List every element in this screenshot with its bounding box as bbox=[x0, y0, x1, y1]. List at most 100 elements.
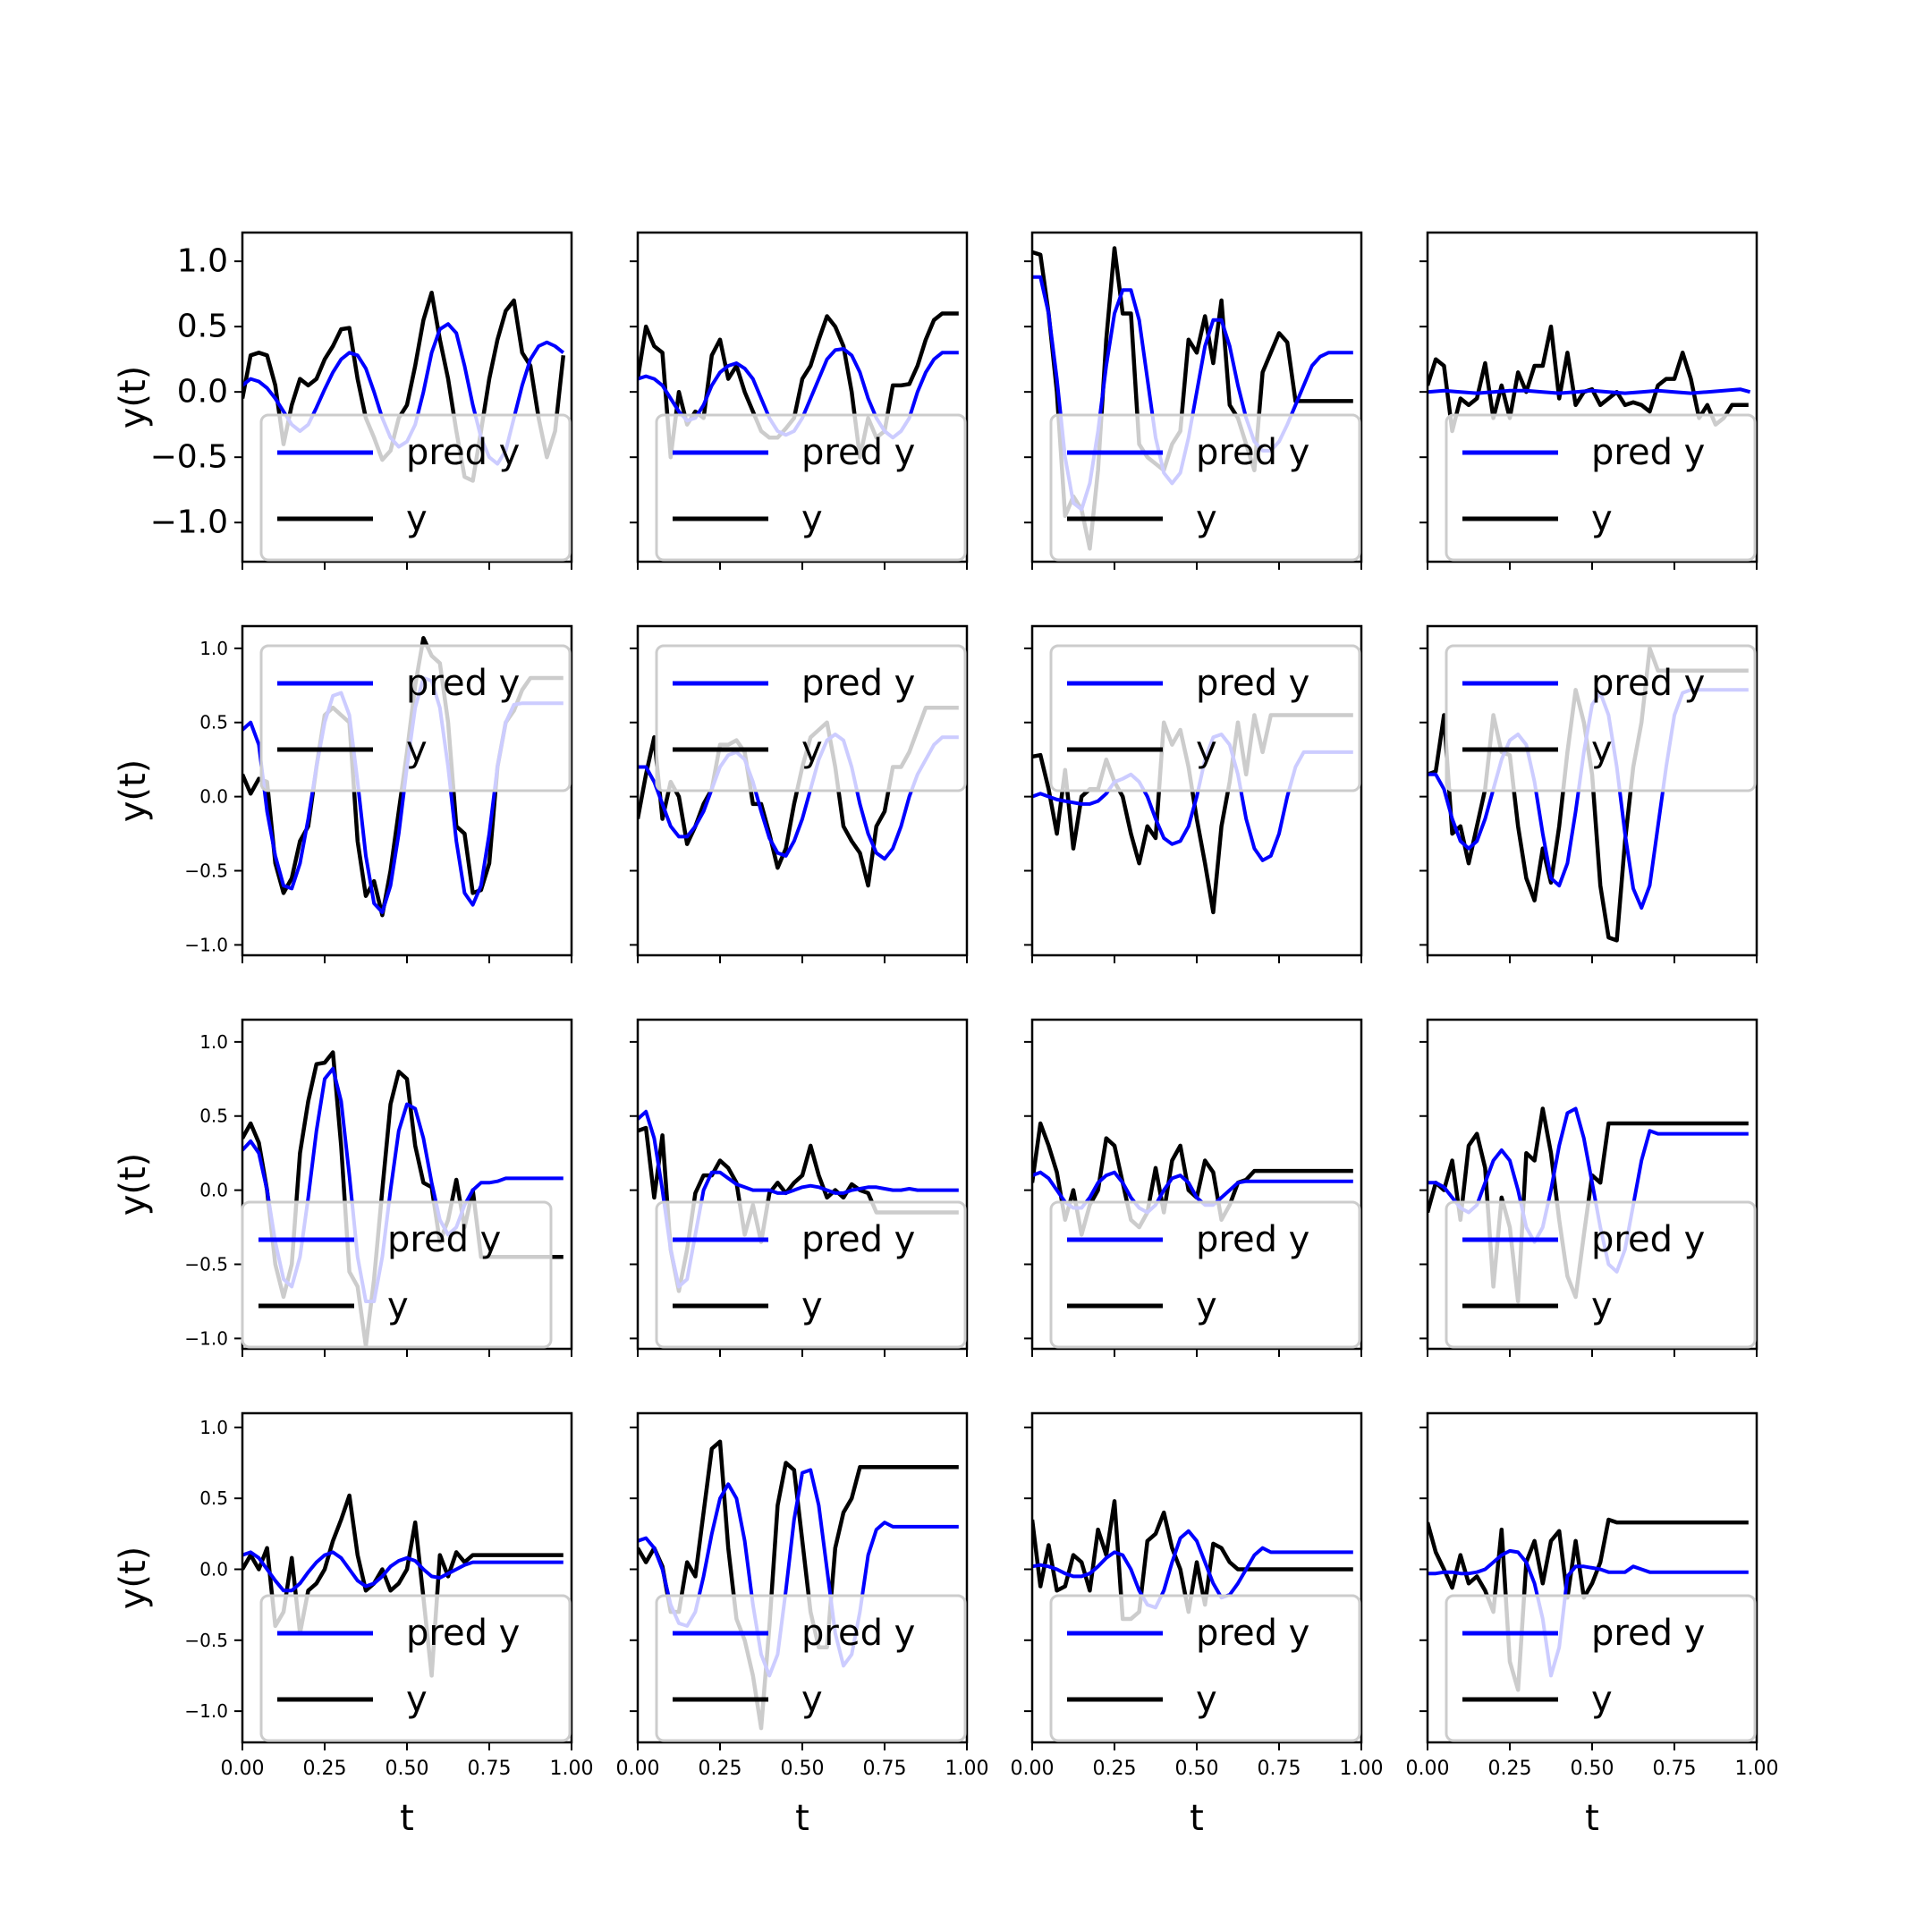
y-axis-label: y(t) bbox=[113, 1546, 154, 1610]
series-pred-y-line bbox=[1032, 1529, 1353, 1610]
y-axis-label: y(t) bbox=[113, 759, 154, 823]
axes-frame bbox=[1426, 624, 1758, 957]
axes-frame bbox=[1426, 1018, 1758, 1351]
x-axis-label: t bbox=[400, 1798, 414, 1839]
y-tick-label: 0.5 bbox=[199, 712, 228, 733]
y-tick-label: 0.5 bbox=[199, 1106, 228, 1127]
subplot-8: pred y y bbox=[1419, 624, 1758, 963]
legend: pred y y bbox=[655, 1200, 967, 1349]
axes-frame bbox=[636, 1018, 969, 1351]
legend: pred y y bbox=[259, 413, 572, 562]
plot-lines bbox=[1428, 324, 1751, 434]
series-y-line bbox=[1428, 1517, 1749, 1692]
legend-label: y bbox=[1196, 729, 1217, 770]
legend-label: pred y bbox=[1196, 432, 1309, 473]
legend-label: pred y bbox=[801, 432, 915, 473]
subplot-1: −1.0 −0.5 0.0 0.5 1.0 pred y y y(t) bbox=[113, 231, 573, 570]
legend-label: y bbox=[801, 1679, 823, 1720]
plot-lines bbox=[1428, 1517, 1749, 1692]
y-axis-label: y(t) bbox=[113, 1153, 154, 1216]
legend: pred y y bbox=[655, 413, 967, 562]
axes-frame bbox=[1030, 231, 1363, 564]
subplot-6: pred y y bbox=[630, 624, 969, 963]
x-tick-label: 0.50 bbox=[386, 1758, 429, 1780]
x-tick-label: 0.25 bbox=[699, 1758, 742, 1780]
x-axis-label: t bbox=[795, 1798, 809, 1839]
legend: pred y y bbox=[1049, 1594, 1361, 1742]
series-y-line bbox=[242, 290, 566, 483]
axes-frame bbox=[1030, 1411, 1363, 1744]
x-tick-label: 1.00 bbox=[1340, 1758, 1384, 1780]
y-tick-label: −1.0 bbox=[184, 1700, 228, 1722]
y-tick-label: 1.0 bbox=[199, 1417, 228, 1438]
subplot-5: −1.0 −0.5 0.0 0.5 1.0 pred y y y(t) bbox=[113, 624, 573, 963]
legend-label: pred y bbox=[1591, 663, 1705, 704]
axes-frame bbox=[1030, 1018, 1363, 1351]
y-tick-label: −0.5 bbox=[150, 439, 228, 476]
series-pred-y-line bbox=[242, 1550, 564, 1593]
axes-frame bbox=[241, 231, 573, 564]
x-tick-label: 0.25 bbox=[1093, 1758, 1137, 1780]
axes-frame bbox=[241, 1018, 573, 1351]
x-axis-label: t bbox=[1585, 1798, 1599, 1839]
legend-label: y bbox=[387, 1285, 409, 1326]
subplot-9: −1.0 −0.5 0.0 0.5 1.0 pred y y y(t) bbox=[113, 1018, 573, 1357]
legend-label: pred y bbox=[1196, 663, 1309, 704]
legend-label: y bbox=[1196, 1285, 1217, 1326]
subplot-3: pred y y bbox=[1024, 231, 1363, 570]
subplot-4: pred y y bbox=[1419, 231, 1758, 570]
legend: pred y y bbox=[241, 1200, 553, 1349]
legend-label: pred y bbox=[801, 1613, 915, 1654]
subplot-11: pred y y bbox=[1024, 1018, 1363, 1357]
axes-frame bbox=[636, 624, 969, 957]
y-tick-label: 1.0 bbox=[199, 638, 228, 659]
subplot-2: pred y y bbox=[630, 231, 969, 570]
legend: pred y y bbox=[1445, 644, 1757, 792]
legend: pred y y bbox=[655, 644, 967, 792]
axes-frame bbox=[636, 231, 969, 564]
legend: pred y y bbox=[1049, 413, 1361, 562]
x-tick-label: 1.00 bbox=[550, 1758, 594, 1780]
x-tick-label: 0.50 bbox=[1175, 1758, 1219, 1780]
legend: pred y y bbox=[1049, 1200, 1361, 1349]
x-tick-label: 0.75 bbox=[863, 1758, 907, 1780]
legend-label: pred y bbox=[801, 1219, 915, 1260]
plot-lines bbox=[1032, 1499, 1353, 1622]
axes-frame bbox=[1426, 231, 1758, 564]
series-pred-y-line bbox=[1428, 387, 1751, 395]
subplot-15: 0.00 0.25 0.50 0.75 1.00 pred y y t bbox=[1011, 1411, 1384, 1839]
x-tick-label: 0.00 bbox=[1011, 1758, 1055, 1780]
legend: pred y y bbox=[1049, 644, 1361, 792]
axes-frame bbox=[1030, 624, 1363, 957]
legend-label: pred y bbox=[1196, 1219, 1309, 1260]
y-tick-label: 0.0 bbox=[177, 374, 228, 411]
x-tick-label: 0.75 bbox=[1258, 1758, 1301, 1780]
legend-label: pred y bbox=[406, 432, 520, 473]
x-tick-label: 0.50 bbox=[1571, 1758, 1614, 1780]
legend-label: pred y bbox=[1196, 1613, 1309, 1654]
x-axis-label: t bbox=[1190, 1798, 1204, 1839]
legend-label: pred y bbox=[387, 1219, 501, 1260]
x-tick-label: 0.25 bbox=[1488, 1758, 1532, 1780]
legend-label: y bbox=[1591, 1285, 1613, 1326]
y-tick-label: −1.0 bbox=[150, 504, 228, 541]
legend: pred y y bbox=[1445, 1200, 1757, 1349]
subplot-14: 0.00 0.25 0.50 0.75 1.00 pred y y t bbox=[616, 1411, 988, 1839]
series-pred-y-line bbox=[1428, 1106, 1749, 1274]
axes-frame bbox=[1426, 1411, 1758, 1744]
y-tick-label: −0.5 bbox=[184, 1254, 228, 1275]
legend-label: y bbox=[406, 498, 428, 539]
series-pred-y-line bbox=[1428, 1548, 1749, 1678]
axes-frame bbox=[241, 624, 573, 957]
legend-label: y bbox=[801, 729, 823, 770]
axes-frame bbox=[636, 1411, 969, 1744]
y-tick-label: 1.0 bbox=[177, 243, 228, 280]
legend: pred y y bbox=[259, 644, 572, 792]
y-tick-label: 0.0 bbox=[199, 1180, 228, 1201]
x-tick-label: 0.00 bbox=[221, 1758, 265, 1780]
series-pred-y-line bbox=[638, 733, 959, 861]
y-tick-label: 0.0 bbox=[199, 1558, 228, 1580]
y-tick-label: −1.0 bbox=[184, 1327, 228, 1349]
legend-label: pred y bbox=[406, 1613, 520, 1654]
subplot-10: pred y y bbox=[630, 1018, 969, 1357]
